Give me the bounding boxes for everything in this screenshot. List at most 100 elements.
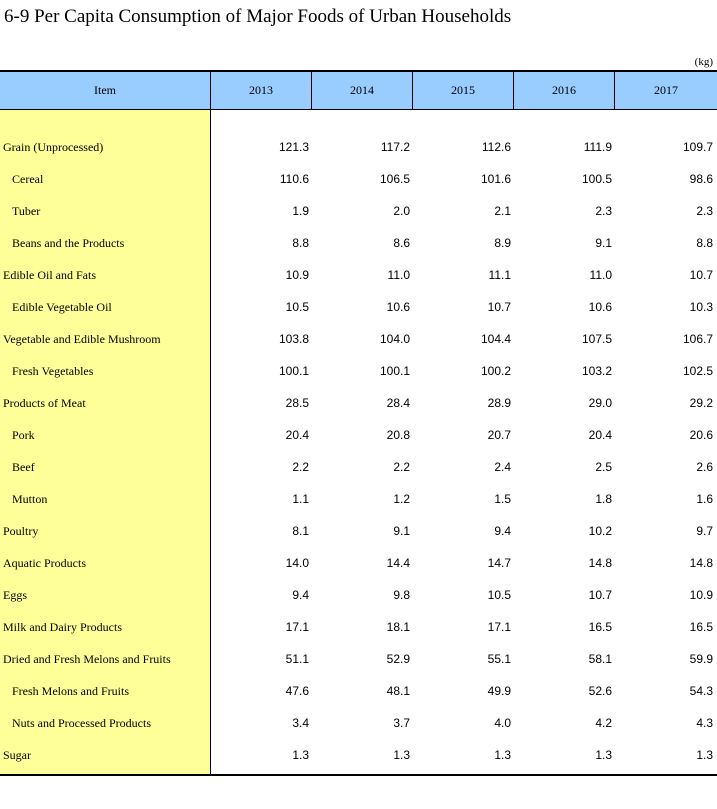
row-label: Aquatic Products [3,556,86,570]
value-cell-2014: 1.3 [393,748,410,762]
value-cell-2013: 2.2 [292,460,309,474]
table-header: Item 2013 2014 2015 2016 2017 [0,72,717,110]
value-cell-2016: 2.3 [595,204,612,218]
value-cell-2014: 52.9 [386,652,410,666]
value-cell-2017: 98.6 [689,172,713,186]
table-body: Grain (Unprocessed) 121.3 117.2 112.6 111.9 1… [0,110,717,774]
value-cell-2015: 1.5 [494,492,511,506]
value-cell-2014: 8.6 [393,236,410,250]
value-cell-2013: 17.1 [285,620,309,634]
row-label: Nuts and Processed Products [12,716,151,730]
table-row: Grain (Unprocessed) 121.3 117.2 112.6 111.9 1… [0,131,717,163]
value-cell-2017: 10.3 [689,300,713,314]
value-cell-2017: 9.7 [696,524,713,538]
value-cell-2015: 8.9 [494,236,511,250]
value-cell-2015: 2.4 [494,460,511,474]
row-label: Pork [12,428,35,442]
value-cell-2016: 100.5 [581,172,612,186]
value-cell-2014: 48.1 [386,684,410,698]
value-cell-2015: 10.7 [487,300,511,314]
value-cell-2013: 8.1 [292,524,309,538]
column-header-2014: 2014 [312,72,413,109]
value-cell-2013: 8.8 [292,236,309,250]
value-cell-2017: 109.7 [682,140,713,154]
row-label: Dried and Fresh Melons and Fruits [3,652,171,666]
table-row: Products of Meat 28.5 28.4 28.9 29.0 29.2 [0,387,717,419]
table-top-rule [0,70,717,72]
value-cell-2014: 10.6 [386,300,410,314]
value-cell-2015: 101.6 [480,172,511,186]
value-cell-2014: 106.5 [379,172,410,186]
value-cell-2014: 100.1 [379,364,410,378]
table-row: Edible Oil and Fats 10.9 11.0 11.1 11.0 10.7 [0,259,717,291]
value-cell-2013: 10.9 [285,268,309,282]
value-cell-2014: 1.2 [393,492,410,506]
row-label: Beans and the Products [12,236,125,250]
value-cell-2015: 2.1 [494,204,511,218]
table-rows: Grain (Unprocessed) 121.3 117.2 112.6 111.9 1… [0,131,717,771]
table-row: Cereal 110.6 106.5 101.6 100.5 98.6 [0,163,717,195]
value-cell-2013: 28.5 [285,396,309,410]
value-cell-2013: 14.0 [285,556,309,570]
row-label: Edible Oil and Fats [3,268,96,282]
value-cell-2015: 104.4 [480,332,511,346]
value-cell-2014: 104.0 [379,332,410,346]
value-cell-2016: 29.0 [588,396,612,410]
consumption-table: Item 2013 2014 2015 2016 2017 Grain (Unp… [0,70,717,776]
value-cell-2017: 2.3 [696,204,713,218]
value-cell-2017: 20.6 [689,428,713,442]
value-cell-2015: 11.1 [488,268,511,282]
row-label: Poultry [3,524,39,538]
column-header-2016: 2016 [514,72,615,109]
value-cell-2013: 10.5 [285,300,309,314]
table-row: Beans and the Products 8.8 8.6 8.9 9.1 8.8 [0,227,717,259]
value-cell-2017: 59.9 [689,652,713,666]
row-label: Cereal [12,172,44,186]
value-cell-2014: 20.8 [386,428,410,442]
column-header-item: Item [0,72,211,109]
value-cell-2016: 16.5 [588,620,612,634]
table-bottom-rule [0,774,717,776]
value-cell-2017: 16.5 [689,620,713,634]
table-row: Fresh Vegetables 100.1 100.1 100.2 103.2 102.… [0,355,717,387]
value-cell-2015: 112.6 [481,140,511,154]
value-cell-2014: 3.7 [393,716,410,730]
value-cell-2014: 18.1 [386,620,410,634]
value-cell-2013: 1.1 [292,492,309,506]
value-cell-2017: 106.7 [682,332,713,346]
table-row: Edible Vegetable Oil 10.5 10.6 10.7 10.6 10.3 [0,291,717,323]
value-cell-2013: 47.6 [285,684,309,698]
value-cell-2017: 10.7 [689,268,713,282]
value-cell-2016: 20.4 [588,428,612,442]
value-cell-2015: 100.2 [480,364,511,378]
value-cell-2013: 3.4 [292,716,309,730]
value-cell-2015: 55.1 [487,652,511,666]
value-cell-2013: 1.3 [292,748,309,762]
value-cell-2015: 20.7 [487,428,511,442]
item-column-background [0,110,211,774]
value-cell-2017: 54.3 [689,684,713,698]
value-cell-2017: 1.3 [696,748,713,762]
value-cell-2013: 51.1 [285,652,309,666]
value-cell-2016: 9.1 [595,236,612,250]
value-cell-2017: 4.3 [696,716,713,730]
table-row: Nuts and Processed Products 3.4 3.7 4.0 4.2 4… [0,707,717,739]
table-row: Vegetable and Edible Mushroom 103.8 104.0 1… [0,323,717,355]
unit-label: (kg) [694,56,713,68]
value-cell-2016: 111.9 [583,140,612,154]
row-label: Eggs [3,588,27,602]
column-header-2015: 2015 [413,72,514,109]
table-row: Aquatic Products 14.0 14.4 14.7 14.8 14.8 [0,547,717,579]
value-cell-2013: 1.9 [292,204,309,218]
value-cell-2013: 100.1 [278,364,309,378]
value-cell-2013: 9.4 [292,588,309,602]
row-label: Tuber [12,204,41,218]
value-cell-2015: 9.4 [494,524,511,538]
value-cell-2016: 58.1 [588,652,612,666]
table-row: Sugar 1.3 1.3 1.3 1.3 1.3 [0,739,717,771]
table-row: Dried and Fresh Melons and Fruits 51.1 52.… [0,643,717,675]
table-row: Eggs 9.4 9.8 10.5 10.7 10.9 [0,579,717,611]
row-label: Mutton [12,492,48,506]
value-cell-2016: 2.5 [595,460,612,474]
value-cell-2014: 2.0 [393,204,410,218]
